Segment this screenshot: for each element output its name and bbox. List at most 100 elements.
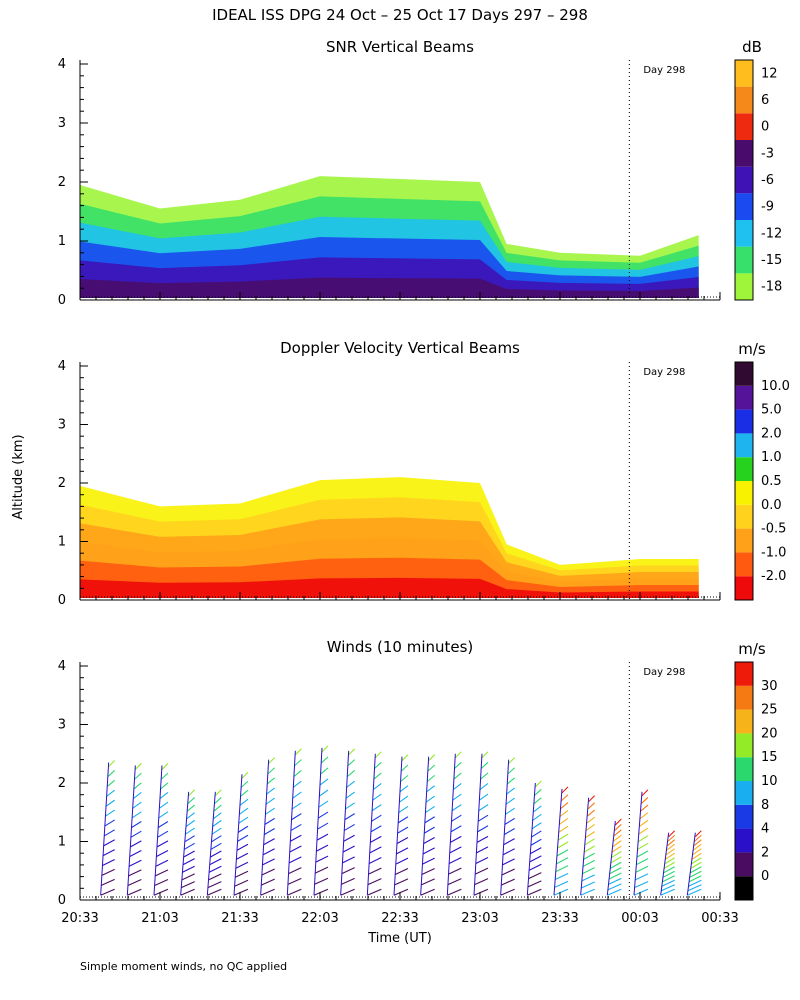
- wind-barb: [449, 846, 462, 854]
- wind-barb: [529, 855, 542, 863]
- wind-barb: [480, 772, 489, 780]
- wind-barb: [475, 857, 489, 864]
- processing-note: Simple moment winds, no QC applied: [80, 960, 287, 973]
- wind-profile: [500, 757, 516, 896]
- colorbar-swatch: [735, 166, 753, 194]
- wind-barb: [612, 840, 622, 848]
- wind-barb: [262, 848, 275, 856]
- wind-barb: [345, 802, 355, 810]
- colorbar-swatch: [735, 140, 753, 167]
- wind-barb: [447, 878, 462, 886]
- colorbar-label: 10: [761, 774, 778, 789]
- wind-barb: [317, 822, 329, 830]
- wind-barb: [639, 812, 649, 820]
- wind-barb: [608, 877, 622, 885]
- wind-barb: [504, 827, 515, 835]
- wind-barb: [236, 852, 249, 860]
- wind-barb: [106, 789, 116, 797]
- wind-barb: [287, 888, 302, 896]
- wind-barb: [395, 857, 409, 865]
- wind-barb: [374, 761, 382, 769]
- wind-barb: [315, 855, 329, 863]
- wind-barb: [608, 872, 622, 880]
- wind-barb: [187, 797, 196, 804]
- wind-barb: [635, 865, 649, 873]
- wind-barb: [235, 861, 249, 869]
- wind-barb: [428, 754, 436, 762]
- wind-barb: [580, 888, 595, 896]
- wind-barb: [507, 767, 516, 775]
- wind-barb: [481, 761, 489, 769]
- wind-barb: [372, 793, 382, 801]
- wind-barb: [399, 795, 409, 803]
- wind-barb: [688, 875, 702, 883]
- colorbar-swatch: [735, 662, 753, 686]
- wind-barb: [613, 834, 622, 842]
- colorbar-frame: [734, 361, 754, 601]
- wind-barb: [586, 816, 596, 824]
- wind-barb: [559, 810, 569, 817]
- wind-barb: [448, 867, 462, 875]
- wind-barb: [261, 878, 275, 886]
- wind-barb: [610, 856, 622, 864]
- colorbar-swatch: [735, 781, 753, 805]
- wind-barb: [367, 878, 382, 886]
- wind-profile: [180, 789, 196, 896]
- wind-profile-staff: [233, 774, 243, 896]
- wind-barb: [293, 780, 302, 788]
- colorbar-label: 25: [761, 703, 778, 718]
- wind-barb: [556, 849, 569, 857]
- wind-barb: [237, 834, 249, 842]
- wind-barb: [130, 840, 142, 848]
- wind-barb: [260, 888, 275, 896]
- wind-barb: [161, 772, 169, 780]
- wind-barb: [581, 874, 595, 882]
- colorbar-label: 10.0: [761, 379, 790, 394]
- wind-barb: [291, 802, 302, 810]
- y-tick-label: 1: [58, 535, 66, 550]
- wind-barb: [210, 850, 222, 858]
- wind-barb: [555, 865, 569, 873]
- wind-barb: [558, 833, 569, 841]
- wind-barb: [454, 751, 462, 759]
- wind-barb: [474, 878, 489, 886]
- wind-barb: [531, 830, 542, 838]
- wind-barb: [500, 888, 515, 896]
- wind-profile: [633, 789, 649, 896]
- wind-barb: [267, 777, 276, 785]
- wind-barb: [342, 856, 355, 864]
- wind-barb: [422, 847, 435, 855]
- wind-barb: [294, 748, 302, 756]
- wind-barb: [236, 843, 249, 851]
- wind-barb: [424, 816, 435, 824]
- wind-barb: [100, 888, 115, 896]
- wind-barb: [662, 870, 675, 878]
- wind-barb: [637, 842, 649, 850]
- wind-barb: [528, 863, 542, 871]
- wind-barb: [105, 809, 115, 817]
- wind-barb: [344, 813, 355, 821]
- wind-barb: [450, 835, 462, 843]
- wind-barb: [241, 771, 249, 779]
- wind-barb: [188, 789, 196, 797]
- wind-barb: [425, 805, 435, 813]
- wind-barb: [399, 785, 409, 793]
- wind-barb: [582, 859, 595, 867]
- wind-barb: [107, 779, 116, 787]
- wind-barb: [373, 772, 382, 780]
- wind-barb: [451, 814, 462, 822]
- wind-barb: [690, 866, 702, 874]
- wind-barb: [262, 858, 275, 866]
- colorbar-label: 0: [761, 120, 769, 135]
- wind-barb: [501, 878, 515, 886]
- wind-barb: [665, 852, 675, 860]
- wind-barb: [291, 813, 302, 821]
- wind-profile: [206, 789, 222, 896]
- wind-barb: [584, 845, 595, 853]
- colorbar-label: -3: [761, 146, 774, 161]
- wind-barb: [318, 811, 329, 819]
- wind-barb: [478, 814, 489, 822]
- wind-profile-staff: [206, 791, 216, 896]
- y-axis-label: Altitude (km): [11, 434, 26, 519]
- y-tick-label: 2: [58, 776, 66, 791]
